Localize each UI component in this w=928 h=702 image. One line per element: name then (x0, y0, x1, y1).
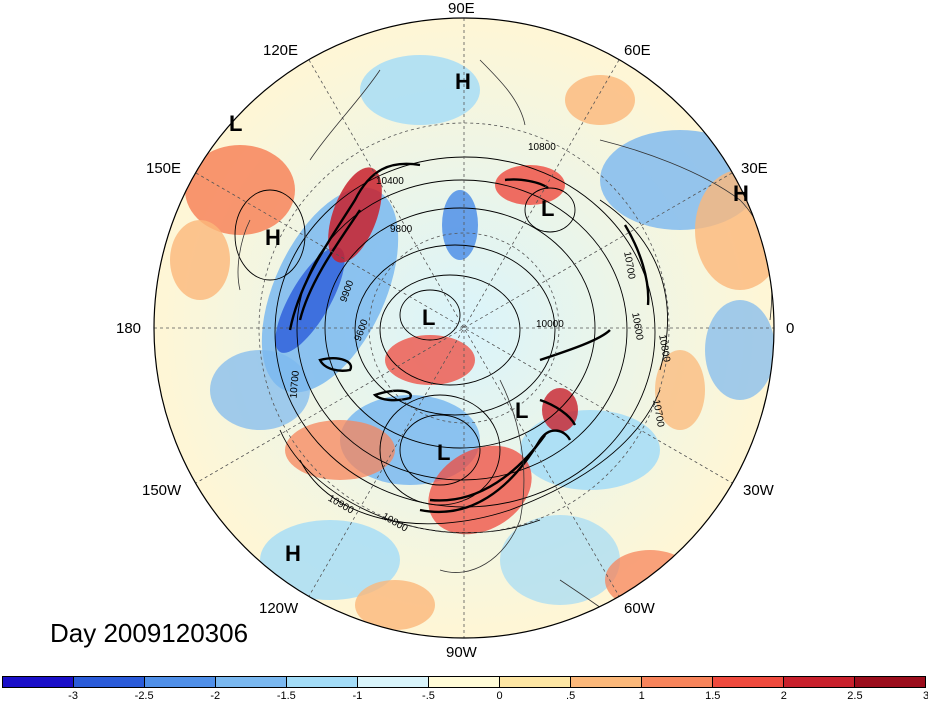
colorbar-tick-label: .5 (566, 690, 576, 702)
colorbar-swatch (855, 677, 925, 687)
lon-label-90w: 90W (446, 644, 477, 661)
anomaly-field (154, 18, 774, 638)
colorbar-tick-label: 0 (496, 690, 503, 702)
contour-label: 10000 (536, 319, 564, 330)
lon-label-60e: 60E (624, 42, 651, 59)
lon-label-180: 180 (116, 320, 142, 337)
lon-label-30w: 30W (743, 482, 774, 499)
colorbar-swatch (571, 677, 642, 687)
lon-label-30e: 30E (741, 160, 768, 177)
colorbar-tick-label: 1.5 (705, 690, 721, 702)
map-boundary (153, 17, 775, 639)
colorbar-swatch (713, 677, 784, 687)
low-center-label: L (422, 305, 435, 330)
colorbar-tick-label: -2 (210, 690, 221, 702)
colorbar-tick-label: -.5 (422, 690, 435, 702)
colorbar-tick-label: 2.5 (847, 690, 863, 702)
lon-label-150w: 150W (142, 482, 182, 499)
low-center-label: L (515, 398, 528, 423)
colorbar-tick-label: -1.5 (276, 690, 296, 702)
colorbar-swatch (74, 677, 145, 687)
colorbar-swatch (216, 677, 287, 687)
contour-label: 10800 (528, 142, 556, 153)
low-center-label: L (437, 440, 450, 465)
lon-label-120w: 120W (259, 600, 299, 617)
colorbar-tick-label: 2 (780, 690, 787, 702)
colorbar-swatch (3, 677, 74, 687)
colorbar-tick-label: 1 (638, 690, 645, 702)
contour-label: 10800 (656, 334, 672, 364)
colorbar-swatch (287, 677, 358, 687)
lon-label-60w: 60W (624, 600, 655, 617)
contour-label: 10700 (288, 370, 301, 399)
colorbar (2, 676, 926, 688)
colorbar-swatch (429, 677, 500, 687)
low-center-label: L (229, 111, 242, 136)
colorbar-tick-label: -3 (68, 690, 78, 702)
colorbar-swatch (642, 677, 713, 687)
low-center-label: L (541, 196, 554, 221)
lon-label-150e: 150E (146, 160, 182, 177)
colorbar-tick-label: 3 (922, 690, 928, 702)
high-center-label: H (285, 541, 301, 566)
high-center-label: H (733, 181, 749, 206)
lon-label-90e: 90E (448, 0, 475, 17)
date-label: Day 2009120306 (50, 618, 249, 648)
graticule (154, 18, 774, 638)
colorbar-tick-label: -2.5 (134, 690, 154, 702)
high-center-label: H (455, 69, 471, 94)
contour-label: 10600 (629, 312, 645, 342)
wind-speed-contours (288, 162, 650, 514)
colorbar-swatch (145, 677, 216, 687)
contour-label: 10700 (650, 399, 666, 429)
colorbar-swatch (784, 677, 855, 687)
colorbar-swatch (500, 677, 571, 687)
contour-label: 10400 (376, 176, 404, 187)
lon-label-0: 0 (786, 320, 795, 337)
contour-label: 10700 (621, 251, 637, 281)
contour-label: 9800 (390, 224, 413, 235)
lon-label-120e: 120E (263, 42, 299, 59)
colorbar-tick-label: -1 (352, 690, 363, 702)
colorbar-swatch (358, 677, 429, 687)
high-center-label: H (265, 225, 281, 250)
